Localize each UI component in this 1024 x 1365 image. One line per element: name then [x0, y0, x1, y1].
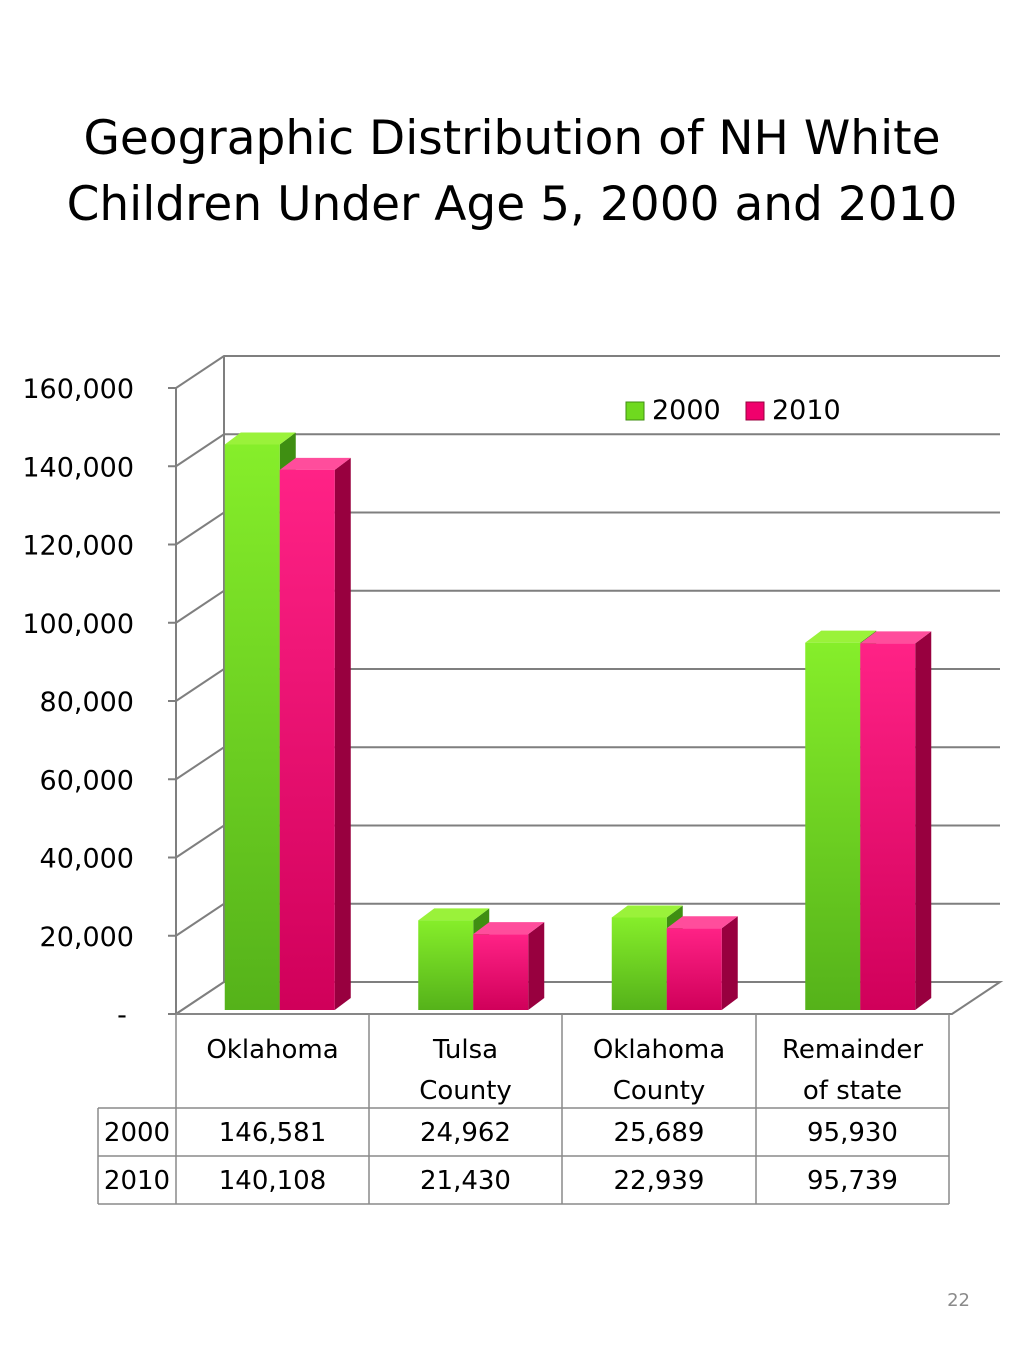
bar-top: [279, 457, 351, 470]
bar-side: [334, 457, 351, 1010]
bar-chart: - 20,000 40,000 60,000 80,000 100,000 120,000 1…: [22, 355, 1004, 1205]
y-tick-label: 20,000: [40, 922, 134, 953]
legend-label-2010: 2010: [772, 395, 841, 426]
table-cell: 24,962: [420, 1118, 511, 1148]
legend-swatch-2000: [625, 401, 645, 421]
bar-2010-0: [279, 457, 351, 1010]
y-tick-label: 40,000: [40, 844, 134, 875]
bar-top: [224, 432, 296, 445]
data-table: Oklahoma Tulsa County Oklahoma County Remaind…: [97, 1013, 950, 1205]
bar-top: [418, 908, 490, 921]
bar-side: [528, 922, 545, 1010]
bar-front: [279, 469, 335, 1010]
bar-top: [805, 630, 877, 643]
slide-title: Geographic Distribution of NH White Chil…: [40, 106, 984, 238]
y-tick-label: 80,000: [40, 687, 134, 718]
bar-top: [860, 631, 932, 644]
y-tick-label: 100,000: [22, 609, 134, 640]
bar-2010-3: [860, 631, 932, 1010]
title-line-1: Geographic Distribution of NH White: [83, 111, 941, 166]
x-category-label: Oklahoma County: [593, 1035, 725, 1106]
table-cell: 95,739: [807, 1166, 898, 1196]
bar-front: [418, 920, 474, 1010]
bar-front: [611, 917, 667, 1010]
table-cell: 21,430: [420, 1166, 511, 1196]
bar-front: [666, 928, 722, 1010]
y-tick-label: 160,000: [22, 374, 134, 405]
bar-2010-2: [666, 916, 738, 1010]
y-tick-label: 140,000: [22, 452, 134, 483]
page-number: 22: [947, 1290, 970, 1311]
table-cell: 140,108: [219, 1166, 327, 1196]
x-category-label: Remainder of state: [782, 1035, 923, 1106]
title-line-2: Children Under Age 5, 2000 and 2010: [66, 177, 958, 232]
legend-swatch-2010: [745, 401, 765, 421]
bar-front: [860, 643, 916, 1010]
table-cell: 146,581: [219, 1118, 327, 1148]
bar-front: [473, 934, 529, 1010]
bar-side: [915, 631, 932, 1010]
bar-2010-1: [473, 922, 545, 1010]
bar-top: [473, 922, 545, 935]
table-cell: 22,939: [614, 1166, 705, 1196]
bar-front: [224, 444, 280, 1010]
x-category-label: Oklahoma: [206, 1035, 338, 1065]
y-tick-label: -: [117, 1000, 127, 1031]
bar-front: [805, 642, 861, 1010]
bars: [224, 432, 932, 1010]
bar-top: [666, 916, 738, 929]
x-category-label: Tulsa County: [419, 1035, 512, 1106]
table-cell: 95,930: [807, 1118, 898, 1148]
bar-side: [721, 916, 738, 1010]
y-axis-ticks: - 20,000 40,000 60,000 80,000 100,000 120,000 1…: [22, 374, 134, 1031]
y-tick-label: 120,000: [22, 531, 134, 562]
legend: 2000 2010: [625, 395, 841, 426]
table-row-label: 2010: [104, 1166, 170, 1196]
table-cell: 25,689: [614, 1118, 705, 1148]
table-row-label: 2000: [104, 1118, 170, 1148]
gridline: [175, 355, 1000, 389]
y-tick-label: 60,000: [40, 765, 134, 796]
legend-label-2000: 2000: [652, 395, 721, 426]
bar-top: [611, 905, 683, 918]
